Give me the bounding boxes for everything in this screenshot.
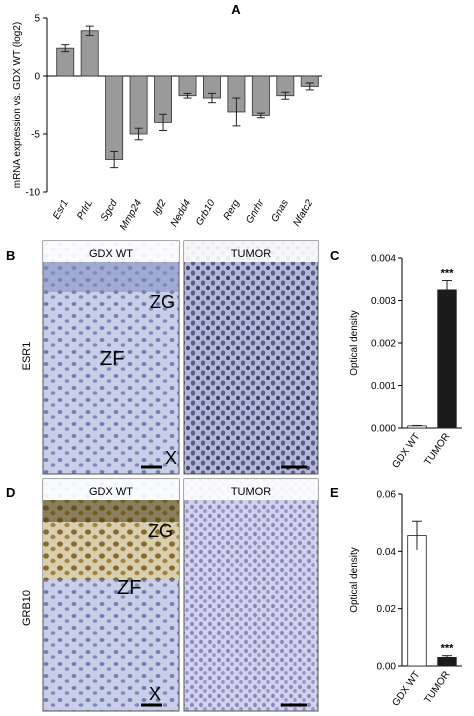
zone-zg-grb10: ZG [148, 521, 173, 541]
bar-prlrl [80, 30, 99, 77]
bar-mmp24 [129, 75, 148, 135]
micrograph-grb10-wt: GDX WT ZG ZF X [42, 478, 180, 712]
y-tick-label-a: -5 [31, 130, 40, 141]
y-tick-label-chartC: 0.004 [371, 254, 396, 265]
zone-zg-esr1: ZG [150, 292, 175, 312]
zone-zf-esr1: ZF [100, 348, 124, 370]
row-label-grb10: GRB10 [21, 590, 33, 626]
panel-letter-a: A [231, 2, 241, 17]
y-tick-label-chartC: 0.000 [371, 424, 396, 435]
bar-sgcd [105, 75, 124, 160]
y-tick-label-a: 0 [34, 72, 40, 83]
y-axis-title-a: mRNA expression vs. GDX WT (log2) [12, 22, 23, 189]
label-gdx-wt-esr1: GDX WT [89, 248, 133, 260]
zone-zf-grb10: ZF [117, 577, 141, 599]
category-label-chartC: TUMOR [422, 431, 452, 467]
chart-c: 0.000 0.001 0.002 0.003 0.004 Optical density… [349, 254, 462, 470]
zone-x-esr1: X [165, 448, 177, 468]
panel-letter-e: E [330, 485, 339, 500]
significance-chartE: *** [441, 643, 455, 655]
y-tick-label-a: -10 [26, 188, 41, 199]
y-axis-title-chartE: Optical density [349, 547, 360, 613]
y-tick-label-chartE: 0.00 [377, 662, 397, 673]
micrograph-grb10-tumor: TUMOR [183, 478, 319, 712]
chart-e: 0.00 0.02 0.04 0.06 Optical density GDX WT ***… [349, 490, 462, 708]
category-label-mmp24: Mmp24 [118, 198, 144, 233]
category-label-gnas: Gnas [269, 198, 290, 224]
bar-tumor [437, 289, 457, 429]
category-label-chartE: TUMOR [422, 669, 452, 705]
category-label-igf2: Igf2 [151, 198, 169, 218]
category-label-chartE: GDX WT [391, 669, 423, 708]
y-axis-title-chartC: Optical density [349, 310, 360, 376]
category-label-esr1: Esr1 [51, 198, 71, 221]
bar-nedd4 [178, 75, 197, 97]
category-label-rerg: Rerg [222, 198, 243, 223]
category-label-gnrhr: Gnrhr [244, 197, 267, 225]
panel-letter-d: D [6, 485, 15, 500]
y-tick-label-chartC: 0.003 [371, 296, 396, 307]
zone-x-grb10: X [149, 684, 161, 704]
label-tumor-esr1: TUMOR [231, 248, 271, 260]
y-tick-label-chartE: 0.06 [377, 490, 397, 501]
y-tick-label-a: 5 [34, 14, 40, 25]
category-label-chartC: GDX WT [391, 431, 423, 470]
y-tick-label-chartE: 0.04 [377, 547, 397, 558]
panel-letter-b: B [6, 248, 15, 263]
row-label-esr1: ESR1 [21, 342, 33, 371]
category-label-prlrl: PrlrL [75, 198, 95, 222]
y-tick-label-chartC: 0.001 [371, 381, 396, 392]
bar-gdx-wt [407, 535, 427, 667]
bar-esr1 [56, 47, 75, 77]
label-gdx-wt-grb10: GDX WT [89, 486, 133, 498]
significance-chartC: *** [441, 268, 455, 280]
panel-letter-c: C [330, 248, 340, 263]
bar-gnrhr [251, 75, 270, 116]
micrograph-esr1-tumor: TUMOR [183, 240, 319, 475]
y-tick-label-chartE: 0.02 [377, 604, 397, 615]
category-label-sgcd: Sgcd [99, 198, 120, 224]
y-tick-label-chartC: 0.002 [371, 339, 396, 350]
micrograph-esr1-wt: GDX WT ZG ZF X [42, 240, 180, 475]
category-label-grb10: Grb10 [194, 198, 218, 228]
category-label-nfatc2: Nfatc2 [291, 198, 315, 229]
category-label-nedd4: Nedd4 [169, 198, 193, 229]
label-tumor-grb10: TUMOR [231, 486, 271, 498]
